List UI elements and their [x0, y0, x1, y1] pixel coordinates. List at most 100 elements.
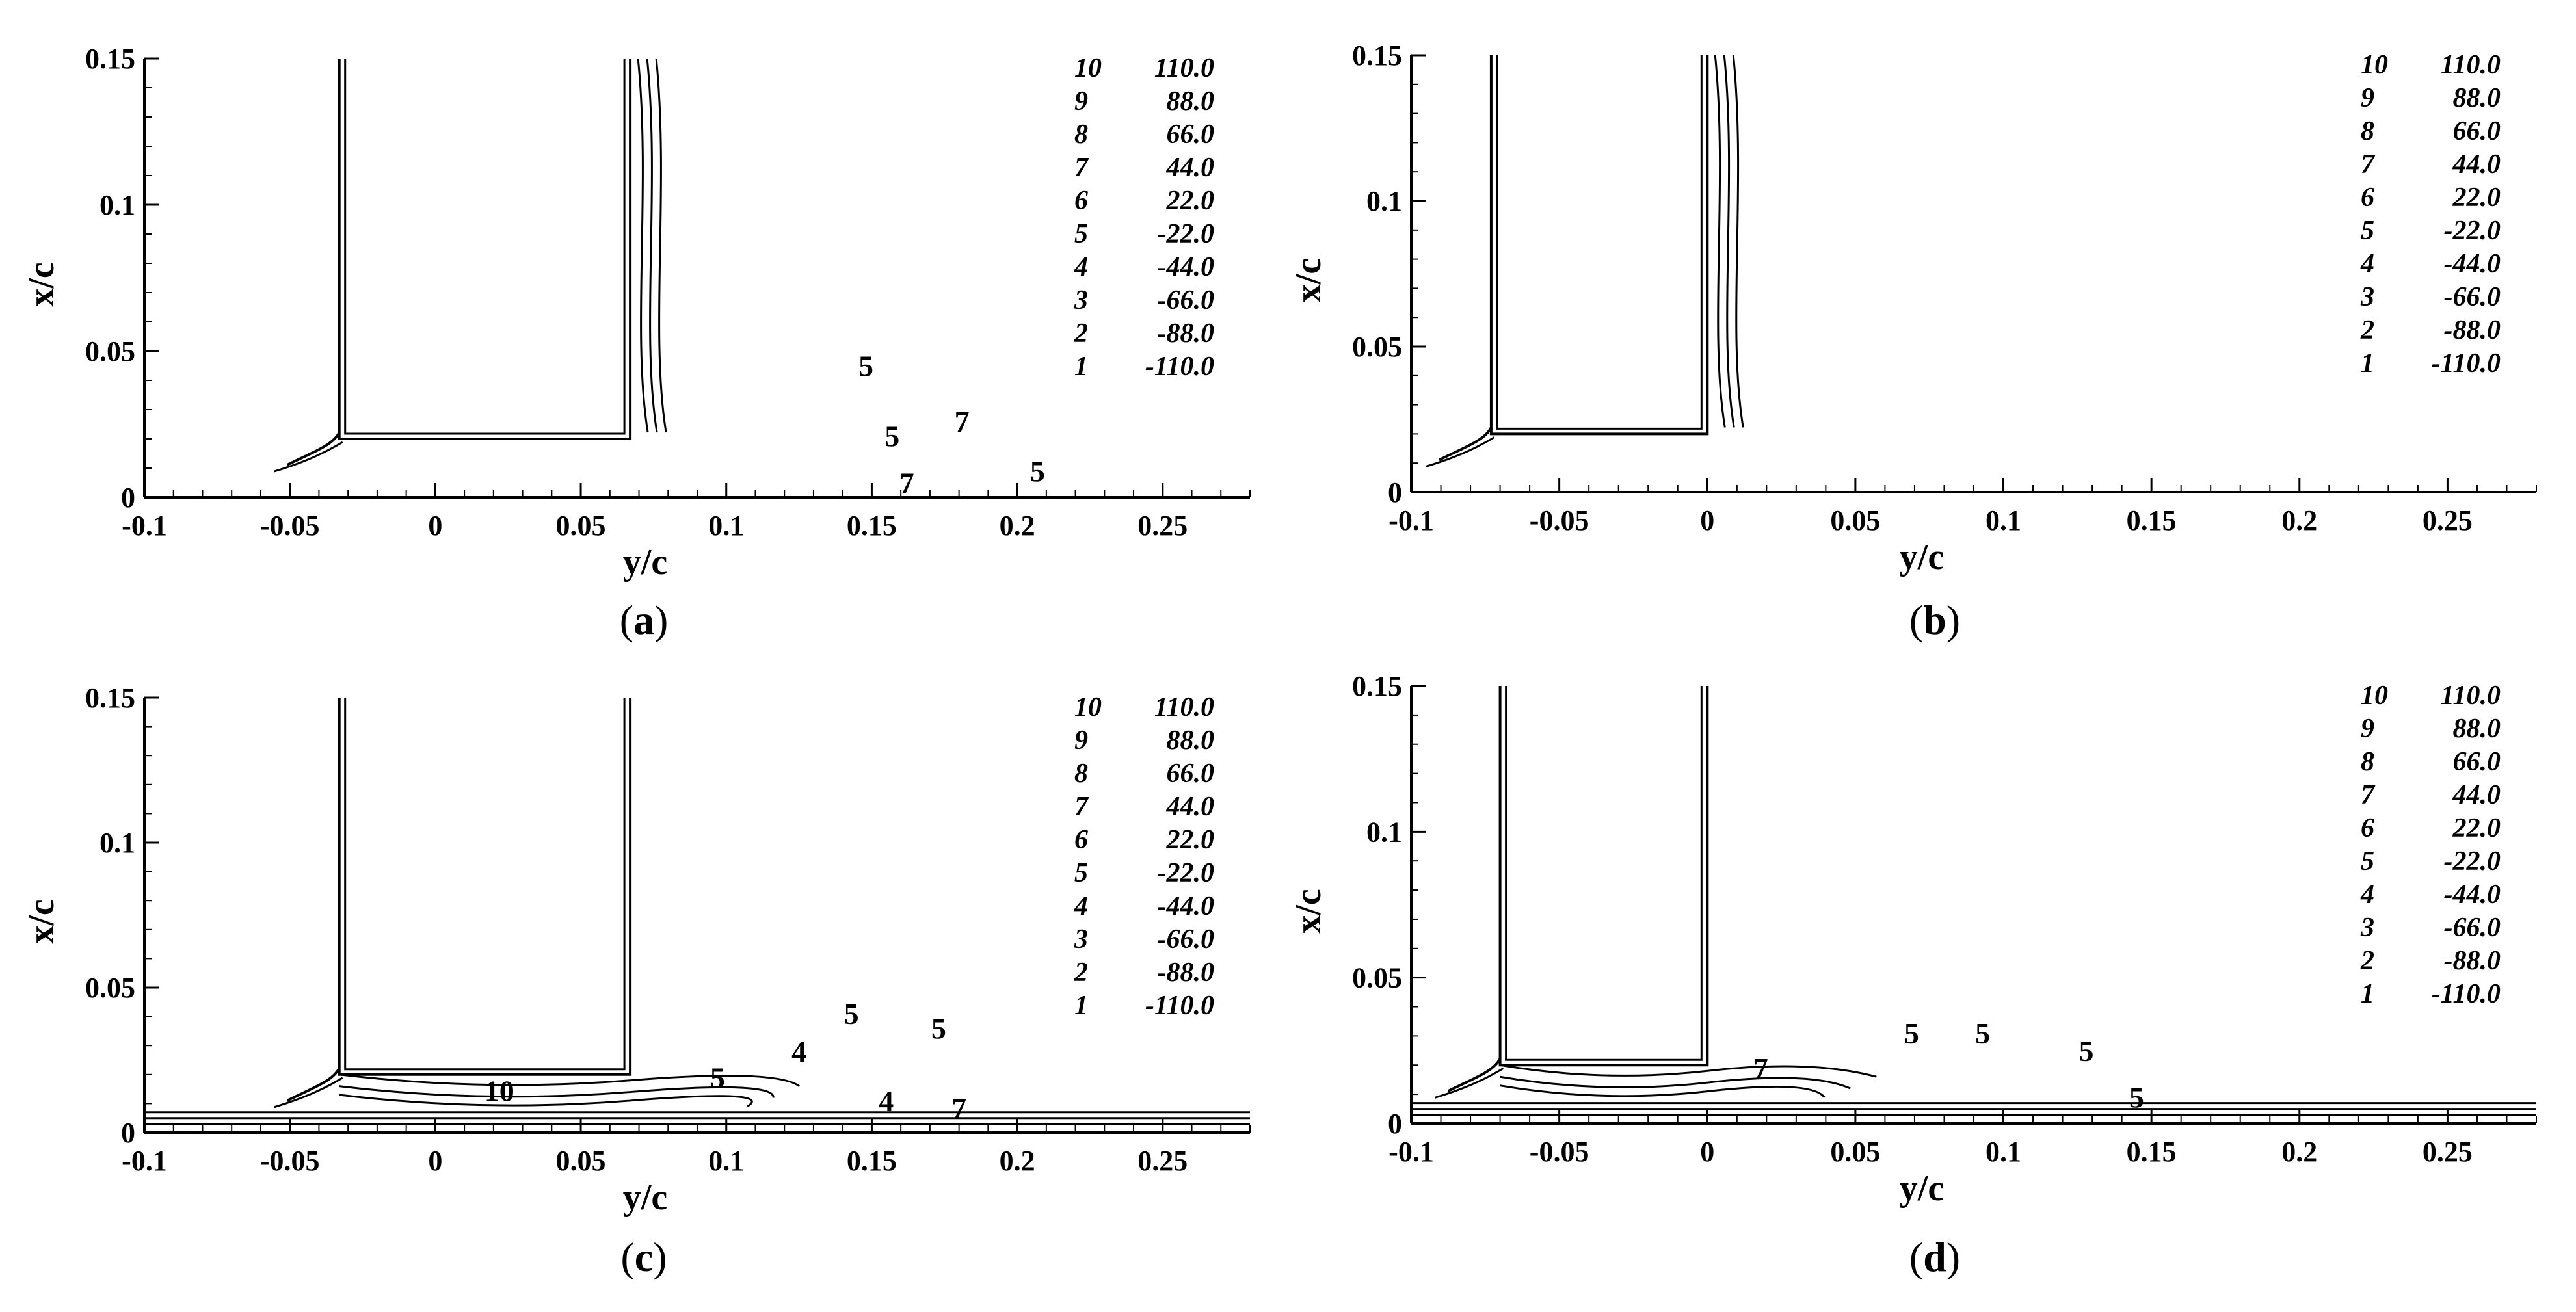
legend-value: 110.0	[2441, 50, 2501, 80]
x-tick-label: 0.05	[556, 1145, 606, 1177]
x-tick-label: 0.25	[1137, 1145, 1188, 1177]
x-tick-label: 0	[428, 510, 442, 542]
x-tick-label: 0.15	[2127, 1136, 2177, 1168]
y-tick-label: 0.15	[85, 682, 135, 714]
legend-value: -110.0	[1145, 352, 1214, 382]
y-tick-label: 0	[121, 482, 135, 514]
x-axis-label: y/c	[623, 542, 667, 583]
contour-line	[339, 1094, 753, 1108]
caption-paren: (	[620, 1234, 634, 1280]
legend-value: 44.0	[1166, 153, 1215, 183]
y-tick-label: 0.15	[1352, 40, 1402, 72]
legend-value: 88.0	[2453, 714, 2501, 744]
x-tick-label: 0	[428, 1145, 442, 1177]
contour-line	[286, 1067, 341, 1102]
legend-level: 10	[1074, 692, 1102, 722]
caption-paren: (	[1909, 597, 1923, 643]
legend-level: 3	[1074, 925, 1088, 954]
legend-level: 2	[1074, 319, 1088, 348]
legend-level: 3	[2360, 913, 2374, 943]
legend-value: -88.0	[2444, 946, 2501, 976]
legend-level: 1	[2361, 979, 2374, 1009]
contour-line	[274, 1077, 343, 1109]
legend-value: 66.0	[1167, 759, 1215, 789]
body-outline	[1489, 55, 1709, 436]
x-tick-label: 0.1	[1985, 1136, 2021, 1168]
legend-level: 9	[2361, 83, 2374, 113]
legend-value: -44.0	[2444, 249, 2501, 279]
legend-level: 10	[2361, 50, 2388, 80]
contour-label: 7	[899, 467, 914, 500]
legend-level: 8	[1074, 120, 1088, 150]
caption-paren: )	[1946, 1234, 1960, 1280]
contour-label: 4	[791, 1035, 806, 1068]
legend-level: 5	[1074, 858, 1088, 888]
contour-line	[1500, 1064, 1877, 1078]
x-tick-label: 0.25	[2423, 505, 2473, 536]
panel-caption: (b)	[1909, 597, 1960, 643]
panel-caption: (d)	[1909, 1234, 1960, 1280]
legend-value: 22.0	[2452, 813, 2501, 843]
legend-level: 3	[2360, 282, 2374, 312]
contour-label: 5	[2079, 1034, 2094, 1068]
contour-label: 5	[931, 1012, 946, 1045]
contour-line	[274, 441, 343, 473]
x-tick-label: -0.1	[1388, 1136, 1434, 1168]
contour-line	[637, 58, 649, 433]
legend-value: 110.0	[2441, 681, 2501, 711]
x-tick-label: -0.05	[1530, 1136, 1589, 1168]
x-tick-label: 0.2	[2281, 1136, 2317, 1168]
legend-value: -88.0	[1158, 319, 1215, 348]
contour-line	[1714, 55, 1726, 428]
legend-value: 110.0	[1154, 53, 1214, 83]
legend-value: -66.0	[2444, 913, 2501, 943]
legend-value: 22.0	[1166, 825, 1215, 855]
contour-line	[1500, 1075, 1851, 1090]
caption-letter: b	[1923, 597, 1946, 643]
legend-level: 10	[2361, 681, 2388, 711]
y-tick-label: 0.1	[1366, 816, 1402, 848]
contour-line	[339, 1073, 800, 1087]
legend-level: 3	[1074, 285, 1088, 315]
x-axis-label: y/c	[1900, 1168, 1944, 1209]
caption-paren: (	[1909, 1234, 1923, 1280]
body-outline-inner	[1505, 686, 1703, 1061]
contour-label: 5	[884, 420, 899, 453]
legend-value: 66.0	[2453, 116, 2501, 146]
y-tick-label: 0.05	[85, 335, 135, 367]
legend-value: -66.0	[2444, 282, 2501, 312]
contour-label: 5	[1904, 1017, 1919, 1050]
y-tick-label: 0.1	[100, 827, 135, 859]
x-tick-label: 0.2	[2281, 505, 2317, 536]
contour-line	[1439, 426, 1493, 462]
x-tick-label: 0.1	[708, 1145, 744, 1177]
legend-value: -110.0	[2432, 979, 2501, 1009]
x-tick-label: 0.1	[1985, 505, 2021, 536]
contour-label: 5	[844, 997, 859, 1030]
legend-level: 8	[2361, 116, 2374, 146]
legend-value: -66.0	[1158, 285, 1215, 315]
y-tick-label: 0.05	[1352, 962, 1402, 994]
panel-caption: (a)	[620, 597, 669, 643]
x-tick-label: 0.05	[556, 510, 606, 542]
contour-label: 5	[2129, 1081, 2144, 1114]
legend-level: 4	[1074, 252, 1088, 282]
legend-value: -66.0	[1158, 925, 1215, 954]
contour-label: 7	[955, 405, 970, 438]
caption-letter: c	[635, 1234, 653, 1280]
y-tick-label: 0.05	[85, 972, 135, 1004]
legend-level: 6	[1074, 825, 1088, 855]
legend-level: 4	[2360, 249, 2374, 279]
x-tick-label: -0.05	[260, 1145, 320, 1177]
contour-line	[286, 431, 341, 466]
legend-value: -88.0	[1158, 958, 1215, 988]
panel-b: -0.1 -0.05 0 0.05 0.1 0.15 0.2 0.25 0 0.05 0.1 0.15…	[1288, 40, 2537, 643]
y-tick-label: 0	[1388, 477, 1402, 508]
legend-value: 88.0	[1167, 86, 1215, 116]
contour-line	[655, 58, 667, 433]
legend-value: -110.0	[2432, 348, 2501, 378]
legend-level: 1	[1074, 991, 1088, 1021]
panel-d: -0.1 -0.05 0 0.05 0.1 0.15 0.2 0.25 0 0.05 0.1 0.15…	[1288, 670, 2537, 1280]
y-axis-label: x/c	[1288, 889, 1329, 933]
legend-value: 22.0	[1166, 186, 1215, 216]
